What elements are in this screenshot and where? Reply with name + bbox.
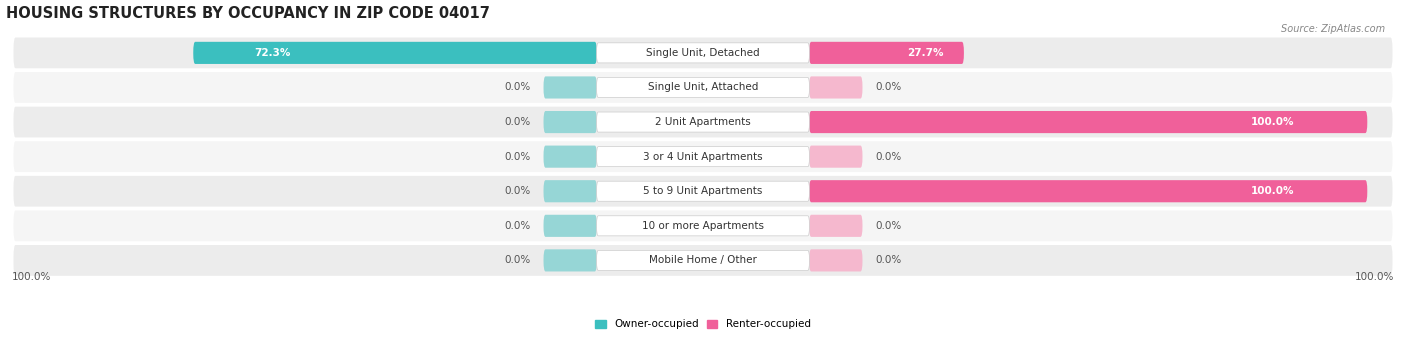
FancyBboxPatch shape xyxy=(596,216,810,236)
FancyBboxPatch shape xyxy=(544,215,596,237)
FancyBboxPatch shape xyxy=(544,180,596,202)
Text: 0.0%: 0.0% xyxy=(503,152,530,162)
Text: 0.0%: 0.0% xyxy=(876,255,903,265)
FancyBboxPatch shape xyxy=(13,243,1393,277)
Text: HOUSING STRUCTURES BY OCCUPANCY IN ZIP CODE 04017: HOUSING STRUCTURES BY OCCUPANCY IN ZIP C… xyxy=(6,5,489,20)
Text: 0.0%: 0.0% xyxy=(503,255,530,265)
FancyBboxPatch shape xyxy=(13,175,1393,208)
FancyBboxPatch shape xyxy=(596,181,810,201)
Text: 0.0%: 0.0% xyxy=(503,83,530,92)
FancyBboxPatch shape xyxy=(810,249,862,271)
FancyBboxPatch shape xyxy=(13,209,1393,242)
Text: 0.0%: 0.0% xyxy=(876,221,903,231)
FancyBboxPatch shape xyxy=(544,249,596,271)
Text: 0.0%: 0.0% xyxy=(876,83,903,92)
Text: 100.0%: 100.0% xyxy=(1251,117,1295,127)
Text: 100.0%: 100.0% xyxy=(1354,272,1393,282)
FancyBboxPatch shape xyxy=(13,71,1393,104)
Text: Source: ZipAtlas.com: Source: ZipAtlas.com xyxy=(1281,24,1385,34)
Text: 0.0%: 0.0% xyxy=(503,221,530,231)
Text: Single Unit, Detached: Single Unit, Detached xyxy=(647,48,759,58)
FancyBboxPatch shape xyxy=(596,77,810,98)
FancyBboxPatch shape xyxy=(810,111,1367,133)
Text: 0.0%: 0.0% xyxy=(503,117,530,127)
FancyBboxPatch shape xyxy=(596,43,810,63)
Text: 5 to 9 Unit Apartments: 5 to 9 Unit Apartments xyxy=(644,186,762,196)
FancyBboxPatch shape xyxy=(544,111,596,133)
Text: 2 Unit Apartments: 2 Unit Apartments xyxy=(655,117,751,127)
Text: 10 or more Apartments: 10 or more Apartments xyxy=(643,221,763,231)
Text: 0.0%: 0.0% xyxy=(876,152,903,162)
FancyBboxPatch shape xyxy=(810,76,862,99)
FancyBboxPatch shape xyxy=(810,146,862,168)
Text: 0.0%: 0.0% xyxy=(503,186,530,196)
FancyBboxPatch shape xyxy=(193,42,596,64)
Text: 100.0%: 100.0% xyxy=(13,272,52,282)
Text: 3 or 4 Unit Apartments: 3 or 4 Unit Apartments xyxy=(643,152,763,162)
FancyBboxPatch shape xyxy=(13,36,1393,70)
FancyBboxPatch shape xyxy=(544,146,596,168)
FancyBboxPatch shape xyxy=(13,105,1393,139)
Text: 27.7%: 27.7% xyxy=(907,48,943,58)
Text: 100.0%: 100.0% xyxy=(1251,186,1295,196)
FancyBboxPatch shape xyxy=(596,112,810,132)
FancyBboxPatch shape xyxy=(544,76,596,99)
FancyBboxPatch shape xyxy=(810,42,965,64)
FancyBboxPatch shape xyxy=(810,180,1367,202)
Text: 72.3%: 72.3% xyxy=(254,48,290,58)
FancyBboxPatch shape xyxy=(596,147,810,167)
Legend: Owner-occupied, Renter-occupied: Owner-occupied, Renter-occupied xyxy=(591,315,815,333)
Text: Mobile Home / Other: Mobile Home / Other xyxy=(650,255,756,265)
Text: Single Unit, Attached: Single Unit, Attached xyxy=(648,83,758,92)
FancyBboxPatch shape xyxy=(596,250,810,270)
FancyBboxPatch shape xyxy=(810,215,862,237)
FancyBboxPatch shape xyxy=(13,140,1393,174)
